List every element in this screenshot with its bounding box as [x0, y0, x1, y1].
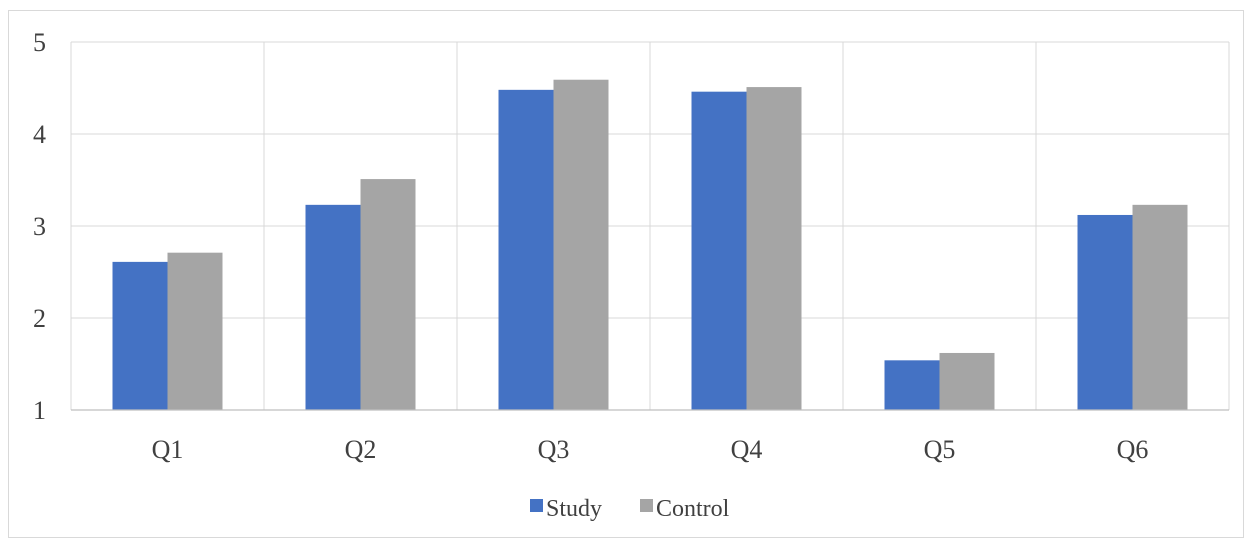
x-tick-label: Q6 [1117, 435, 1149, 464]
y-tick-label: 5 [33, 28, 46, 57]
bar-control-q2 [360, 179, 416, 410]
legend-swatch-study [530, 499, 543, 512]
legend-label-control: Control [656, 496, 730, 522]
bar-study-q3 [498, 89, 554, 410]
bar-control-q5 [939, 352, 995, 410]
bar-control-q3 [553, 79, 609, 410]
bar-study-q4 [691, 91, 747, 411]
x-tick-label: Q5 [924, 435, 956, 464]
y-tick-label: 4 [33, 120, 46, 149]
y-tick-label: 3 [33, 212, 46, 241]
bar-study-q1 [112, 261, 168, 410]
bar-control-q4 [746, 87, 802, 410]
bar-control-q1 [167, 252, 223, 410]
bar-study-q6 [1077, 214, 1133, 410]
gridlines [70, 41, 1230, 411]
y-tick-label: 2 [33, 304, 46, 333]
legend-swatch-control [640, 499, 653, 512]
legend-label-study: Study [546, 496, 602, 522]
axes: 1 2 3 4 5 Q1 Q2 Q3 Q4 Q5 Q6 [33, 28, 1229, 464]
bar-study-q2 [305, 204, 361, 410]
legend: Study Control [530, 496, 730, 522]
x-tick-label: Q4 [731, 435, 763, 464]
x-tick-label: Q2 [345, 435, 377, 464]
bar-control-q6 [1132, 204, 1188, 410]
x-tick-label: Q3 [538, 435, 570, 464]
bar-study-q5 [884, 360, 940, 410]
bars [112, 79, 1188, 411]
x-tick-label: Q1 [152, 435, 184, 464]
y-tick-label: 1 [33, 396, 46, 425]
